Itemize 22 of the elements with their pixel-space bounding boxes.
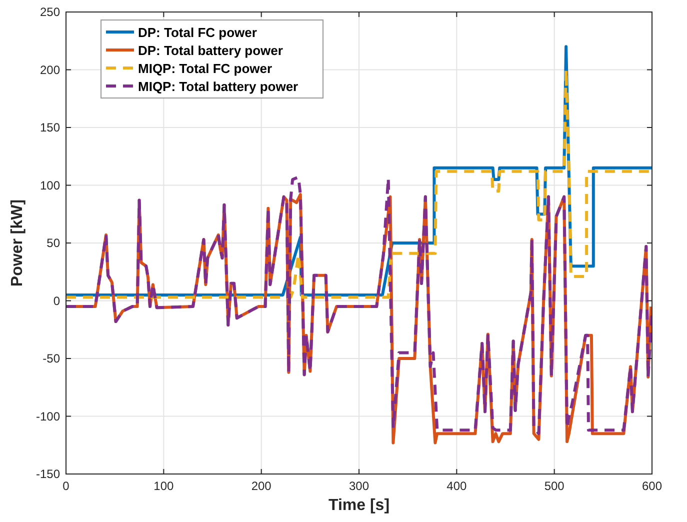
x-tick-label: 600: [642, 479, 662, 493]
legend-label: MIQP: Total battery power: [138, 79, 298, 94]
y-tick-label: -150: [36, 467, 60, 481]
x-tick-label: 100: [154, 479, 174, 493]
y-tick-label: -100: [36, 409, 60, 424]
y-tick-label: 200: [40, 62, 60, 77]
y-tick-label: 250: [40, 5, 60, 19]
y-tick-label: 150: [40, 120, 60, 134]
y-tick-label: -50: [42, 352, 60, 366]
x-tick-label: 300: [348, 479, 370, 493]
y-axis-title: Power [kW]: [9, 199, 26, 287]
legend-label: DP: Total battery power: [138, 43, 283, 58]
x-tick-label: 200: [251, 479, 272, 493]
x-tick-label: 500: [544, 479, 565, 493]
x-tick-label: 0: [62, 479, 70, 493]
y-tick-label: 100: [40, 178, 60, 192]
x-tick-label: 400: [446, 479, 467, 493]
x-axis-title: Time [s]: [328, 497, 390, 514]
legend-label: DP: Total FC power: [138, 25, 257, 40]
y-tick-label: 0: [53, 294, 60, 308]
legend-label: MIQP: Total FC power: [138, 61, 272, 76]
y-tick-label: 50: [46, 236, 60, 250]
